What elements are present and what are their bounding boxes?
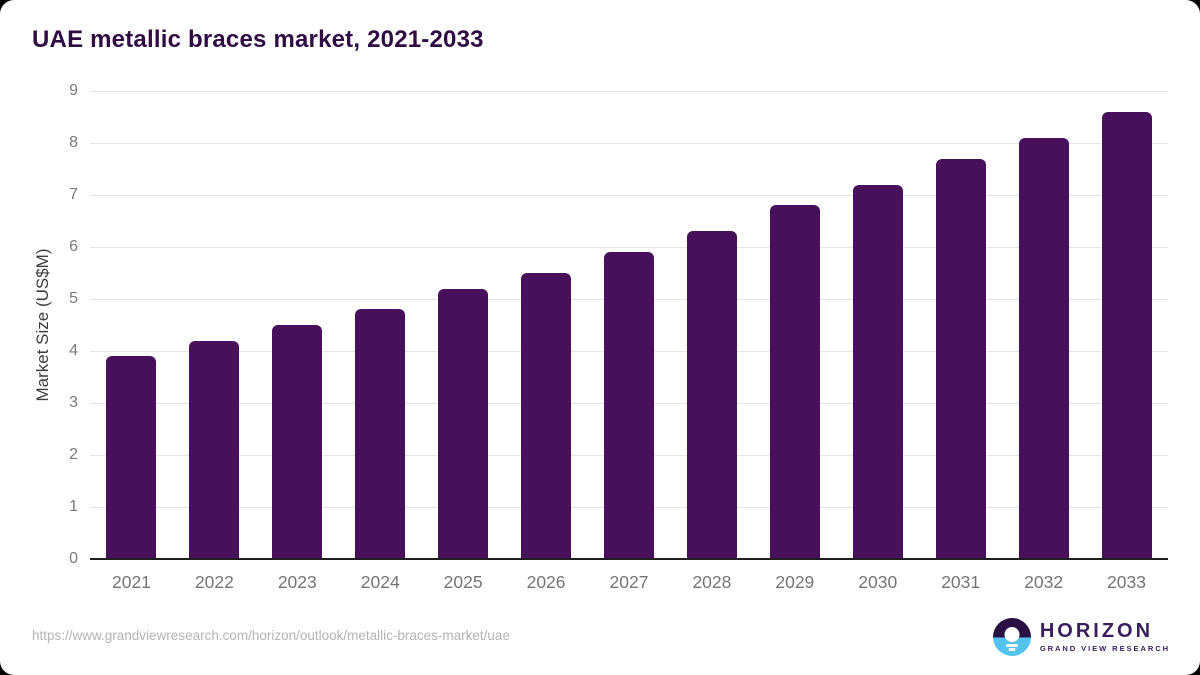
bar-2021 (106, 356, 157, 559)
y-tick-label: 3 (69, 393, 78, 411)
x-tick-label: 2022 (194, 572, 234, 592)
y-tick-label: 2 (69, 446, 78, 463)
x-tick-label: 2021 (111, 572, 151, 592)
x-tick-label: 2023 (277, 572, 317, 592)
bar-2025 (438, 288, 489, 559)
x-tick-label: 2027 (609, 572, 649, 592)
bar-column (90, 91, 173, 559)
bar-column (919, 91, 1002, 559)
bar-2023 (272, 325, 323, 559)
source-url: https://www.grandviewresearch.com/horizo… (32, 628, 510, 643)
bar-2031 (935, 158, 986, 559)
bar-column (836, 91, 919, 559)
x-axis-line (90, 558, 1168, 560)
x-tick-label: 2031 (941, 572, 981, 592)
x-tick-label: 2026 (526, 572, 566, 592)
x-tick-labels: 2021 2022 2023 2024 2025 2026 2027 2028 2029 2030… (90, 566, 1168, 593)
sun-shape (1004, 627, 1020, 642)
y-tick-label: 6 (69, 237, 78, 255)
bar-2027 (603, 252, 654, 559)
bar-2022 (189, 340, 240, 559)
y-tick-label: 1 (69, 498, 78, 515)
y-tick-label: 7 (69, 186, 78, 203)
gridline (90, 143, 1168, 144)
y-tick-label: 8 (69, 134, 78, 151)
horizon-sun-over-water-icon (992, 618, 1031, 656)
bar-column (256, 91, 339, 559)
bar-column (588, 91, 671, 559)
y-tick-label: 9 (69, 82, 78, 99)
bar-2026 (521, 273, 572, 559)
logo-text: HORIZON GRAND VIEW RESEARCH (1039, 620, 1170, 654)
water-reflection-line (1008, 648, 1016, 651)
bar-2028 (686, 231, 737, 559)
bar-column (1002, 91, 1085, 559)
x-tick-label: 2024 (360, 572, 400, 592)
water-reflection-line (1005, 644, 1018, 647)
x-tick-label: 2030 (858, 572, 898, 592)
gridline (90, 195, 1168, 196)
bar-column (339, 91, 422, 559)
y-tick-label: 4 (69, 342, 78, 359)
logo-subtitle: GRAND VIEW RESEARCH (1039, 644, 1170, 653)
bar-column (422, 91, 505, 559)
x-tick-label: 2028 (692, 572, 732, 592)
x-tick-label: 2032 (1024, 572, 1064, 592)
x-tick-label: 2033 (1107, 572, 1146, 592)
bar-column (753, 91, 836, 559)
bar-2030 (852, 184, 903, 559)
horizon-logo: HORIZON GRAND VIEW RESEARCH (992, 618, 1170, 656)
x-tick-label: 2025 (443, 572, 483, 592)
bar-column (505, 91, 588, 559)
bar-column (1085, 91, 1168, 559)
bar-column (173, 91, 256, 559)
bar-column (670, 91, 753, 559)
page-title: UAE metallic braces market, 2021-2033 (32, 26, 484, 53)
x-tick-label: 2029 (775, 572, 815, 592)
bar-2029 (769, 205, 820, 559)
bars-row (90, 91, 1168, 559)
bar-2024 (355, 309, 406, 559)
logo-name: HORIZON (1039, 620, 1154, 642)
bar-2032 (1018, 137, 1069, 559)
y-tick-label: 5 (69, 290, 78, 307)
y-tick-label: 0 (69, 550, 78, 567)
gridline (90, 246, 1168, 248)
gridline (90, 91, 1168, 92)
bar-2033 (1101, 111, 1152, 559)
